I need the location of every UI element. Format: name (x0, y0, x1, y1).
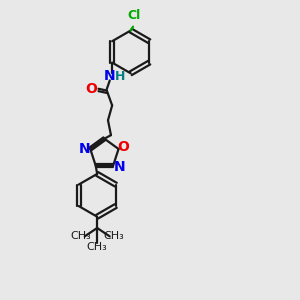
Text: O: O (85, 82, 97, 96)
Text: CH₃: CH₃ (103, 231, 124, 241)
Text: CH₃: CH₃ (87, 242, 107, 252)
Text: N: N (104, 69, 116, 83)
Text: Cl: Cl (127, 10, 141, 22)
Text: O: O (118, 140, 130, 154)
Text: N: N (79, 142, 90, 156)
Text: H: H (115, 70, 126, 83)
Text: CH₃: CH₃ (70, 231, 91, 241)
Text: N: N (113, 160, 125, 174)
